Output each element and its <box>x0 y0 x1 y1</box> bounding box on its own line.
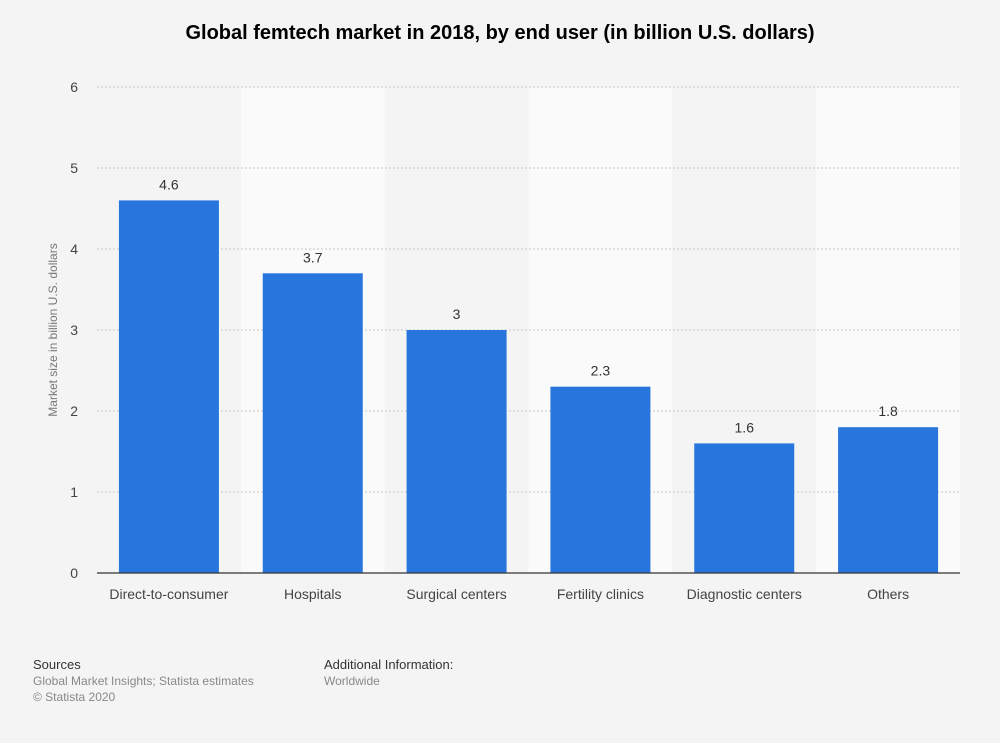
sources-block: Sources Global Market Insights; Statista… <box>33 657 254 705</box>
x-tick-label: Fertility clinics <box>557 586 644 602</box>
y-tick-label: 2 <box>70 403 78 419</box>
bar[interactable] <box>262 273 363 573</box>
bar-value-label: 3 <box>453 306 461 322</box>
additional-info-text: Worldwide <box>324 674 380 688</box>
bars <box>118 200 939 573</box>
x-tick-label: Direct-to-consumer <box>109 586 228 602</box>
bar[interactable] <box>838 427 939 573</box>
chart-title: Global femtech market in 2018, by end us… <box>185 22 815 44</box>
bar[interactable] <box>694 443 795 573</box>
additional-info-heading: Additional Information: <box>324 657 454 672</box>
bar-value-label: 3.7 <box>303 249 323 265</box>
y-tick-label: 0 <box>70 565 78 581</box>
x-tick-label: Hospitals <box>284 586 342 602</box>
bar-value-label: 1.8 <box>878 403 898 419</box>
sources-text: Global Market Insights; Statista estimat… <box>33 674 254 688</box>
value-labels: 4.6 3.7 3 2.3 1.6 1.8 <box>159 176 898 435</box>
bar[interactable] <box>406 330 507 573</box>
sources-heading: Sources <box>33 657 81 672</box>
bar-value-label: 2.3 <box>591 363 611 379</box>
y-tick-label: 5 <box>70 160 78 176</box>
bar-value-label: 1.6 <box>735 419 755 435</box>
y-axis-ticks: 0 1 2 3 4 5 6 <box>70 79 78 581</box>
y-tick-label: 1 <box>70 484 78 500</box>
x-axis-ticks: Direct-to-consumer Hospitals Surgical cent… <box>109 586 909 602</box>
bar[interactable] <box>118 200 219 573</box>
y-tick-label: 6 <box>70 79 78 95</box>
x-tick-label: Diagnostic centers <box>687 586 802 602</box>
y-axis-label: Market size in billion U.S. dollars <box>46 243 60 416</box>
x-tick-label: Surgical centers <box>406 586 506 602</box>
additional-info-block: Additional Information: Worldwide <box>324 657 453 689</box>
x-tick-label: Others <box>867 586 909 602</box>
y-tick-label: 4 <box>70 241 78 257</box>
copyright-text: © Statista 2020 <box>33 690 116 704</box>
bar[interactable] <box>550 386 651 573</box>
y-tick-label: 3 <box>70 322 78 338</box>
bar-value-label: 4.6 <box>159 176 179 192</box>
